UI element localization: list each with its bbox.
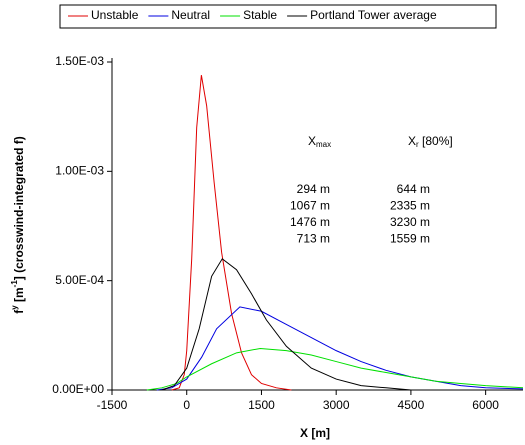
y-label-part: [m: [12, 287, 26, 305]
series-line: [156, 306, 524, 391]
annotation-header-part: X: [308, 134, 316, 148]
annotation-value: 294 m: [297, 182, 330, 196]
annotation-header-part: max: [316, 140, 331, 149]
x-tick-label: 6000: [472, 398, 499, 412]
annotation-value: 1559 m: [390, 232, 430, 246]
x-tick-label: 3000: [323, 398, 350, 412]
x-tick-label: -1500: [97, 398, 128, 412]
x-tick-label: 0: [183, 398, 190, 412]
annotation-value: 1476 m: [290, 215, 330, 229]
x-tick-label: 4500: [398, 398, 425, 412]
series-line: [171, 75, 292, 391]
y-label-part: ] (crosswind-integrated f): [12, 136, 26, 280]
y-tick-label: 5.00E-04: [55, 273, 104, 287]
y-label-part: y: [10, 305, 19, 310]
annotation-header-part: [80%]: [419, 134, 453, 148]
y-label-part: f: [12, 309, 26, 314]
y-axis-label: fy [m-1] (crosswind-integrated f): [10, 136, 26, 314]
annotation-header: Xmax: [308, 134, 331, 149]
legend-label: Stable: [243, 8, 277, 22]
y-tick-label: 0.00E+00: [52, 382, 104, 396]
annotation-header-part: r: [416, 140, 419, 149]
legend-label: Portland Tower average: [310, 8, 437, 22]
series-line: [146, 347, 524, 391]
y-tick-label: 1.50E-03: [55, 54, 104, 68]
annotation-value: 1067 m: [290, 199, 330, 213]
annotation-header: Xr [80%]: [408, 134, 453, 149]
annotation-value: 713 m: [297, 232, 330, 246]
legend-label: Unstable: [91, 8, 139, 22]
annotation-value: 644 m: [397, 182, 430, 196]
x-axis-label: X [m]: [300, 426, 330, 440]
annotation-header-part: X: [408, 134, 416, 148]
y-tick-label: 1.00E-03: [55, 164, 104, 178]
legend-label: Neutral: [171, 8, 210, 22]
x-tick-label: 1500: [248, 398, 275, 412]
series-line: [161, 258, 411, 391]
annotation-value: 3230 m: [390, 215, 430, 229]
legend-box: [59, 4, 497, 29]
annotation-value: 2335 m: [390, 199, 430, 213]
y-label-part: -1: [10, 280, 19, 288]
